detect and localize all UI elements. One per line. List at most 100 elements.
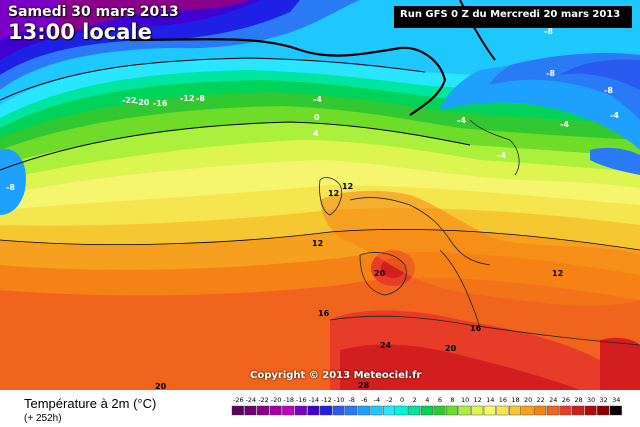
- legend-tick-label: -4: [374, 396, 380, 404]
- legend-swatch: [559, 405, 572, 416]
- contour-label: -20: [135, 98, 150, 107]
- legend-swatch: [345, 405, 358, 416]
- model-run-banner: [394, 6, 632, 28]
- temperature-band-minus-16: [0, 0, 60, 40]
- legend-tick-label: 2: [413, 396, 417, 404]
- legend-swatch: [597, 405, 610, 416]
- contour-label: -8: [6, 183, 15, 192]
- contour-label: 16: [470, 324, 482, 333]
- legend-swatch: [282, 405, 295, 416]
- legend-tick-label: -2: [386, 396, 392, 404]
- temperature-band-28-east: [600, 337, 640, 390]
- contour-label: 20: [374, 269, 386, 278]
- legend-tick-label: -22: [258, 396, 269, 404]
- contour-label: -4: [497, 151, 506, 160]
- coastline-italy: [439, 249, 481, 331]
- legend-swatch: [307, 405, 320, 416]
- legend-swatch: [496, 405, 509, 416]
- legend-tick-label: -26: [233, 396, 244, 404]
- legend-tick-label: 14: [486, 396, 494, 404]
- forecast-hour-label: (+ 252h): [24, 413, 62, 424]
- legend-tick-label: 8: [450, 396, 454, 404]
- temperature-band-minus-8-east: [590, 147, 640, 175]
- contour-label: -8: [196, 94, 205, 103]
- contour-labels: -22 -20 -16 -12 -8 -8 -4 0 4 -8 -8 -8 -4…: [6, 27, 619, 390]
- contour-label: 12: [552, 269, 563, 278]
- legend-swatch: [534, 405, 547, 416]
- temperature-band-minus-8: [560, 59, 640, 90]
- isotherm-line: [0, 57, 426, 101]
- legend-tick-label: 24: [549, 396, 557, 404]
- contour-label: -4: [313, 95, 322, 104]
- legend-swatch: [546, 405, 559, 416]
- legend-tick-label: 32: [600, 396, 608, 404]
- coastline-europe: [349, 197, 491, 266]
- legend-tick-label: -24: [246, 396, 257, 404]
- contour-label: 28: [358, 381, 370, 390]
- model-run-label: Run GFS 0 Z du Mercredi 20 mars 2013: [400, 9, 621, 20]
- contour-label: -8: [604, 86, 613, 95]
- isotherm-line: [0, 228, 640, 251]
- europe-landmass: [320, 190, 640, 306]
- temperature-map: -22 -20 -16 -12 -8 -8 -4 0 4 -8 -8 -8 -4…: [0, 0, 640, 390]
- legend-swatch: [319, 405, 332, 416]
- temperature-color-legend: -26 -24 -22 -20 -18 -16 -14 -12 -10 -8 -6 -4 -2 0 2 4 6 8…: [231, 396, 622, 416]
- legend-swatch: [433, 405, 446, 416]
- contour-label: -4: [610, 111, 619, 120]
- legend-tick-label: 0: [400, 396, 404, 404]
- forecast-date: Samedi 30 mars 2013: [8, 4, 179, 20]
- contour-label: 16: [318, 309, 330, 318]
- legend-swatch: [269, 405, 282, 416]
- front-line: [459, 0, 496, 61]
- legend-swatch: [572, 405, 585, 416]
- isotherm-line: [0, 121, 471, 171]
- temperature-band-28: [340, 344, 580, 390]
- legend-swatch: [408, 405, 421, 416]
- contour-label: -16: [153, 99, 168, 108]
- contour-label: 4: [313, 129, 319, 138]
- copyright-label: Copyright © 2013 Meteociel.fr: [250, 370, 422, 381]
- legend-tick-label: -8: [348, 396, 354, 404]
- contour-label: 24: [380, 341, 392, 350]
- contour-label: -8: [544, 27, 553, 36]
- coastline-iberia: [359, 252, 407, 296]
- legend-tick-label: 28: [574, 396, 582, 404]
- legend-tick-label: 12: [474, 396, 482, 404]
- legend-tick-label: 30: [587, 396, 595, 404]
- coastline-north-africa: [329, 315, 640, 346]
- contour-label: -4: [560, 120, 569, 129]
- legend-swatch: [509, 405, 522, 416]
- legend-tick-label: 34: [612, 396, 620, 404]
- legend-swatch: [584, 405, 597, 416]
- legend-swatch: [521, 405, 534, 416]
- legend-swatch: [370, 405, 383, 416]
- temperature-band-minus-22: [60, 0, 250, 40]
- contour-label: -4: [457, 116, 466, 125]
- contour-label: 20: [445, 344, 457, 353]
- legend-swatch: [483, 405, 496, 416]
- coastline-scandinavia: [469, 119, 520, 176]
- legend-swatch: [609, 405, 622, 416]
- contour-label: -12: [180, 94, 194, 103]
- front-line: [129, 38, 447, 116]
- contour-label: -8: [546, 69, 555, 78]
- legend-swatch: [357, 405, 370, 416]
- legend-tick-label: 16: [499, 396, 507, 404]
- legend-swatch: [420, 405, 433, 416]
- legend-title: Température à 2m (°C): [24, 396, 157, 411]
- cold-pocket-west: [0, 149, 26, 215]
- legend-tick-label: 6: [438, 396, 442, 404]
- legend-swatch: [257, 405, 270, 416]
- legend-tick-label: 20: [524, 396, 532, 404]
- legend-swatch: [231, 405, 244, 416]
- legend-swatch: [445, 405, 458, 416]
- legend-swatch: [458, 405, 471, 416]
- forecast-time: 13:00 locale: [8, 20, 152, 44]
- legend-tick-label: 22: [537, 396, 545, 404]
- legend-swatch: [332, 405, 345, 416]
- legend-tick-label: -10: [334, 396, 345, 404]
- legend-swatch: [395, 405, 408, 416]
- legend-swatch: [382, 405, 395, 416]
- legend-tick-label: -20: [271, 396, 282, 404]
